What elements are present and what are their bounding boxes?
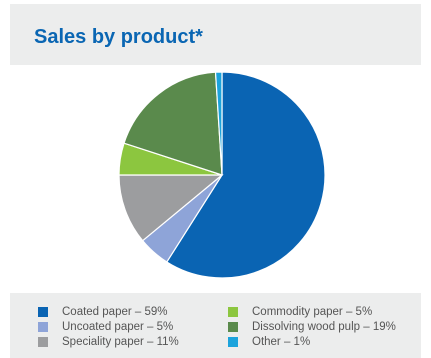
legend: Coated paper – 59% Uncoated paper – 5% S… <box>10 293 421 358</box>
legend-item-dissolving: Dissolving wood pulp – 19% <box>228 320 396 334</box>
chart-title: Sales by product* <box>34 26 203 48</box>
legend-label: Commodity paper – 5% <box>252 306 373 318</box>
pie-slice-dissolving <box>123 71 223 176</box>
legend-swatch-uncoated <box>38 322 48 332</box>
chart-header: Sales by product* <box>10 4 421 65</box>
legend-item-speciality: Speciality paper – 11% <box>38 335 179 349</box>
legend-swatch-dissolving <box>228 322 238 332</box>
legend-label: Uncoated paper – 5% <box>62 321 174 333</box>
pie-chart <box>118 71 326 279</box>
legend-swatch-coated <box>38 307 48 317</box>
pie-slice-other <box>214 71 223 176</box>
legend-item-commodity: Commodity paper – 5% <box>228 305 372 319</box>
pie-slice-coated <box>165 71 326 279</box>
pie-chart-area <box>10 65 421 293</box>
legend-label: Dissolving wood pulp – 19% <box>252 321 396 333</box>
legend-item-coated: Coated paper – 59% <box>38 305 168 319</box>
legend-item-uncoated: Uncoated paper – 5% <box>38 320 173 334</box>
legend-swatch-commodity <box>228 307 238 317</box>
legend-label: Coated paper – 59% <box>62 306 168 318</box>
legend-label: Speciality paper – 11% <box>62 336 179 348</box>
legend-label: Other – 1% <box>252 336 311 348</box>
legend-swatch-speciality <box>38 337 48 347</box>
pie-slice-speciality <box>118 174 224 242</box>
legend-item-other: Other – 1% <box>228 335 310 349</box>
legend-swatch-other <box>228 337 238 347</box>
